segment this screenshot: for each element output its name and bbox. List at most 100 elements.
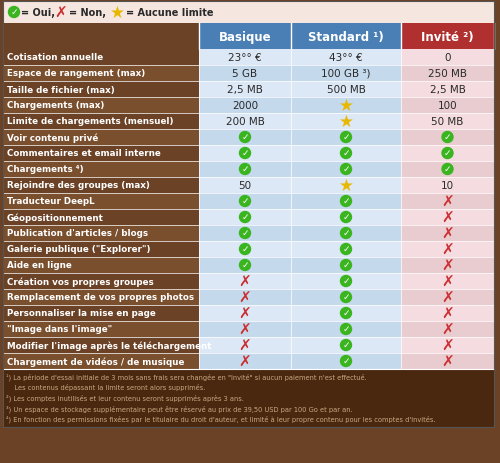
Text: ✗: ✗	[441, 322, 454, 337]
Text: Chargement de vidéos / de musique: Chargement de vidéos / de musique	[7, 357, 184, 366]
Text: Basique: Basique	[218, 31, 272, 44]
Bar	[199, 242, 291, 257]
Bar	[401, 66, 494, 82]
Bar	[3, 66, 199, 82]
Bar	[401, 257, 494, 274]
Text: 200 MB: 200 MB	[226, 117, 264, 127]
Bar	[401, 130, 494, 146]
Bar	[199, 130, 291, 146]
Bar	[199, 257, 291, 274]
Text: ✓: ✓	[241, 229, 249, 238]
Bar	[199, 305, 291, 321]
Text: 10: 10	[441, 181, 454, 191]
Circle shape	[340, 164, 351, 175]
Bar	[291, 337, 401, 353]
Text: 100 GB ³): 100 GB ³)	[321, 69, 371, 79]
Text: Chargements ⁴): Chargements ⁴)	[7, 165, 84, 174]
Text: ✓: ✓	[342, 244, 350, 254]
Text: ✓: ✓	[342, 340, 350, 350]
Bar	[3, 98, 199, 114]
Bar	[199, 66, 291, 82]
Bar	[401, 146, 494, 162]
Text: = Non,: = Non,	[69, 8, 106, 18]
Bar	[199, 210, 291, 225]
Bar	[291, 289, 401, 305]
Bar	[3, 2, 494, 24]
Text: ✓: ✓	[241, 261, 249, 269]
Bar	[3, 130, 199, 146]
Text: Création vos propres groupes: Création vos propres groupes	[7, 277, 154, 286]
Text: 43°° €: 43°° €	[329, 53, 363, 63]
Text: Standard ¹): Standard ¹)	[308, 31, 384, 44]
Circle shape	[442, 148, 453, 159]
Bar	[401, 210, 494, 225]
Bar	[199, 98, 291, 114]
Bar	[3, 162, 199, 178]
Text: ✗: ✗	[441, 338, 454, 353]
Bar	[199, 274, 291, 289]
Circle shape	[340, 148, 351, 159]
Text: Traducteur DeepL: Traducteur DeepL	[7, 197, 94, 206]
Bar	[199, 321, 291, 337]
Text: ✓: ✓	[342, 308, 350, 318]
Text: 250 MB: 250 MB	[428, 69, 467, 79]
Text: ✗: ✗	[238, 338, 252, 353]
Bar	[3, 337, 199, 353]
Text: Remplacement de vos propres photos: Remplacement de vos propres photos	[7, 293, 194, 302]
Circle shape	[240, 228, 250, 239]
Text: Galerie publique ("Explorer"): Galerie publique ("Explorer")	[7, 245, 150, 254]
Bar	[291, 210, 401, 225]
Text: Cotisation annuelle: Cotisation annuelle	[7, 53, 103, 63]
Bar	[401, 225, 494, 242]
Bar	[291, 305, 401, 321]
Text: Rejoindre des groupes (max): Rejoindre des groupes (max)	[7, 181, 150, 190]
Circle shape	[340, 260, 351, 271]
Bar	[3, 353, 199, 369]
Text: ✓: ✓	[10, 8, 18, 17]
Text: ✗: ✗	[238, 322, 252, 337]
Bar	[401, 50, 494, 66]
Text: ✗: ✗	[54, 6, 68, 20]
Bar	[401, 178, 494, 194]
Circle shape	[340, 324, 351, 335]
Text: ✓: ✓	[342, 213, 350, 222]
Text: ★: ★	[338, 176, 353, 194]
Text: 2000: 2000	[232, 101, 258, 111]
Text: 50: 50	[238, 181, 252, 191]
Text: ⁴) En fonction des permissions fixées par le titulaire du droit d'auteur, et lim: ⁴) En fonction des permissions fixées pa…	[6, 415, 436, 423]
Text: ✗: ✗	[441, 306, 454, 321]
Bar	[3, 225, 199, 242]
Circle shape	[340, 132, 351, 143]
Bar	[291, 82, 401, 98]
Text: ✓: ✓	[342, 325, 350, 333]
Bar	[401, 98, 494, 114]
Bar	[199, 353, 291, 369]
Text: ✓: ✓	[342, 197, 350, 206]
Text: ✓: ✓	[241, 213, 249, 222]
Text: ✗: ✗	[441, 274, 454, 289]
Bar	[401, 162, 494, 178]
Text: ✓: ✓	[342, 357, 350, 365]
Bar	[3, 24, 199, 50]
Bar	[291, 178, 401, 194]
Text: = Aucune limite: = Aucune limite	[126, 8, 214, 18]
Text: 500 MB: 500 MB	[326, 85, 366, 95]
Text: Limite de chargements (mensuel): Limite de chargements (mensuel)	[7, 117, 173, 126]
Text: ✓: ✓	[241, 244, 249, 254]
Text: Personnaliser la mise en page: Personnaliser la mise en page	[7, 309, 156, 318]
Text: ✓: ✓	[342, 276, 350, 286]
Text: ¹) La période d'essai initiale de 3 mois sans frais sera changée en "Invité" si : ¹) La période d'essai initiale de 3 mois…	[6, 373, 367, 381]
Bar	[3, 257, 199, 274]
Bar	[199, 178, 291, 194]
Bar	[199, 289, 291, 305]
Text: ✓: ✓	[342, 229, 350, 238]
Text: ✗: ✗	[238, 306, 252, 321]
Bar	[291, 24, 401, 50]
Bar	[291, 274, 401, 289]
Circle shape	[240, 212, 250, 223]
Circle shape	[340, 340, 351, 351]
Bar	[291, 225, 401, 242]
Bar	[291, 353, 401, 369]
Text: ★: ★	[338, 113, 353, 131]
Circle shape	[240, 244, 250, 255]
